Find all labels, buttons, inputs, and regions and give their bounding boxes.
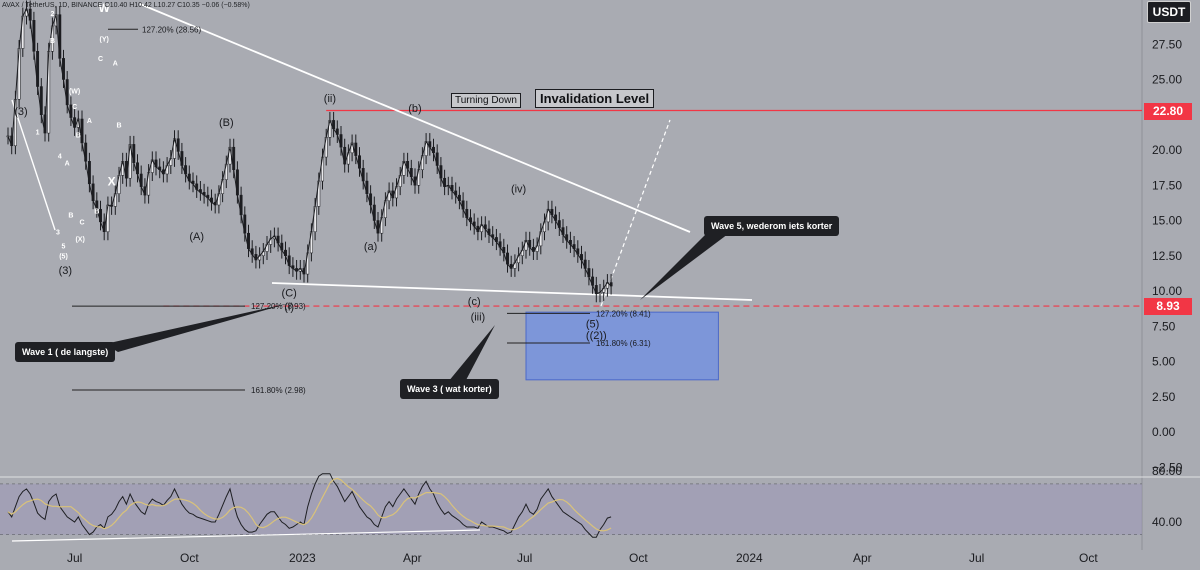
x-tick-label: Oct	[629, 551, 648, 565]
y-tick-label: 7.50	[1152, 319, 1176, 333]
fib-label: 127.20% (8.93)	[251, 302, 306, 311]
wave-label: (W)	[69, 89, 80, 96]
invalidation-price-badge: 22.80	[1144, 103, 1192, 120]
wave-label: B	[76, 132, 81, 139]
x-tick-label: Apr	[403, 551, 422, 565]
y-tick-label: 25.00	[1152, 73, 1182, 87]
wave-label: W	[99, 1, 111, 15]
wave-label: (c)	[468, 296, 481, 308]
wave1-callout: Wave 1 ( de langste)	[15, 342, 116, 362]
y-tick-label: 20.00	[1152, 143, 1182, 157]
wave5-callout-pointer	[640, 228, 728, 300]
wave3-callout-pointer	[448, 325, 495, 382]
wave3-callout: Wave 3 ( wat korter)	[400, 379, 499, 399]
wave-label: A	[87, 118, 92, 125]
wave-label: C	[72, 104, 77, 111]
wave-label: B	[50, 38, 55, 45]
wave-label: (C)	[282, 288, 297, 300]
wave-label: A	[113, 60, 118, 67]
support-trendline	[271, 282, 753, 301]
y-tick-label: 10.00	[1152, 284, 1182, 298]
invalidation-level-label: Invalidation Level	[535, 89, 655, 108]
price-line	[7, 7, 612, 295]
rsi-line	[7, 473, 612, 538]
wave-label: B	[94, 208, 99, 215]
wave-label: 3	[56, 230, 60, 237]
wave-label: 4	[58, 153, 62, 160]
wave-label: (iii)	[471, 312, 486, 324]
fib-label: 127.20% (28.56)	[142, 25, 201, 34]
wave-label: 1	[36, 129, 40, 136]
wave-label: (ii)	[324, 93, 336, 105]
x-tick-label: Oct	[180, 551, 199, 565]
x-tick-label: Jul	[517, 551, 533, 565]
fib-label: 161.80% (6.31)	[596, 339, 651, 348]
wave-label: C	[98, 56, 103, 63]
wave-label: C	[79, 220, 84, 227]
wave-label: (5)	[59, 254, 68, 261]
wave-label: (Y)	[100, 36, 109, 43]
symbol-header: AVAX / TetherUS, 1D, BINANCE O10.40 H10.…	[2, 2, 250, 9]
fib-label: 127.20% (8.41)	[596, 309, 651, 318]
wave-label: A	[65, 161, 70, 168]
wave5-callout: Wave 5, wederom iets korter	[704, 216, 840, 236]
x-tick-label: 2023	[289, 551, 316, 565]
wave-label: 5	[62, 244, 66, 251]
wave1-callout-pointer	[105, 303, 290, 352]
wave-label: (i)	[284, 302, 294, 314]
wave-label: (5)	[586, 319, 599, 331]
rsi-tick-label: 40.00	[1152, 515, 1182, 529]
x-tick-label: Jul	[67, 551, 83, 565]
rsi-tick-label: 80.00	[1152, 464, 1182, 478]
wave-label: B	[116, 122, 121, 129]
turning-down-label: Turning Down	[451, 93, 521, 108]
rsi-trendline	[11, 529, 481, 542]
rsi-band	[0, 483, 1142, 535]
wave-label: (b)	[408, 103, 421, 115]
y-tick-label: 0.00	[1152, 425, 1176, 439]
wave-label: B	[68, 213, 73, 220]
y-tick-label: −2.50	[1152, 460, 1183, 474]
y-tick-label: 17.50	[1152, 178, 1182, 192]
wave-label: (a)	[364, 241, 377, 253]
wave-label: (B)	[219, 117, 234, 129]
early-trendline	[11, 99, 56, 231]
wave-label: (X)	[75, 237, 84, 244]
x-tick-label: Oct	[1079, 551, 1098, 565]
fib-label: 161.80% (2.98)	[251, 386, 306, 395]
currency-badge[interactable]: USDT	[1147, 1, 1191, 23]
projection-line	[600, 119, 671, 307]
x-tick-label: 2024	[736, 551, 763, 565]
wave-label: (3)	[14, 106, 27, 118]
wave-label: ((2))	[586, 330, 607, 342]
y-tick-label: 2.50	[1152, 390, 1176, 404]
wave-label: (A)	[189, 231, 204, 243]
x-tick-label: Jul	[969, 551, 985, 565]
y-tick-label: 5.00	[1152, 355, 1176, 369]
target-zone-box	[525, 311, 719, 381]
x-tick-label: Apr	[853, 551, 872, 565]
wave-label: (iv)	[511, 183, 526, 195]
wave-label: 2	[50, 11, 54, 18]
y-tick-label: 27.50	[1152, 37, 1182, 51]
target-price-badge: 8.93	[1144, 298, 1192, 315]
rsi-ma-line	[7, 477, 612, 532]
wave-label: (3)	[59, 265, 72, 277]
y-tick-label: 12.50	[1152, 249, 1182, 263]
descending-trendline	[139, 3, 691, 233]
wave-label: X	[108, 174, 116, 188]
y-tick-label: 15.00	[1152, 214, 1182, 228]
